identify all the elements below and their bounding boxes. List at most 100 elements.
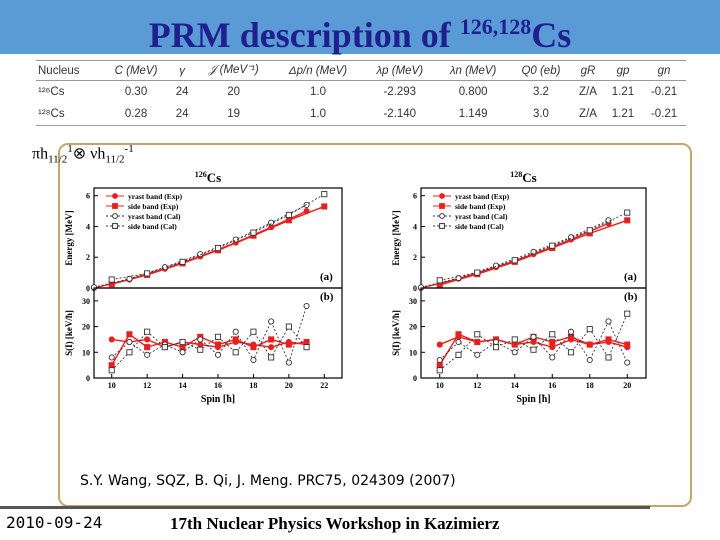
legend-entry: yrast band (Cal) bbox=[455, 212, 508, 221]
data-point bbox=[197, 251, 204, 258]
table-header-cell: C (MeV) bbox=[102, 60, 170, 81]
data-point bbox=[530, 338, 537, 346]
data-point bbox=[126, 349, 133, 356]
legend-entry: yrast band (Exp) bbox=[455, 192, 510, 201]
data-point bbox=[232, 349, 239, 356]
footer-event: 17th Nuclear Physics Workshop in Kazimie… bbox=[170, 514, 500, 533]
data-point bbox=[455, 351, 462, 358]
panel-label: (b) bbox=[624, 291, 638, 303]
data-point bbox=[605, 217, 612, 224]
data-point bbox=[197, 341, 204, 348]
configuration-label: πh11/21⊗ νh11/2-1 bbox=[32, 143, 134, 166]
x-tick-label: 18 bbox=[586, 381, 594, 390]
data-point bbox=[108, 276, 115, 283]
y-tick-label: 4 bbox=[86, 222, 90, 231]
data-point bbox=[474, 338, 481, 346]
x-tick-label: 14 bbox=[511, 381, 519, 390]
table-cell: 1.21 bbox=[611, 86, 635, 98]
table-header-cell: 𝒥 (MeV⁻¹) bbox=[194, 60, 273, 81]
table-cell: 3.0 bbox=[509, 103, 573, 126]
table-cell: -2.293 bbox=[383, 86, 417, 98]
data-point bbox=[321, 203, 328, 210]
table-cell: -0.21 bbox=[650, 86, 678, 98]
x-tick-label: 12 bbox=[473, 381, 481, 390]
legend-marker bbox=[112, 223, 118, 229]
legend-marker bbox=[439, 213, 445, 219]
data-point bbox=[179, 258, 186, 265]
table-cell: 0.30 bbox=[124, 86, 148, 98]
data-point bbox=[530, 346, 537, 353]
legend-marker bbox=[439, 193, 445, 199]
data-point bbox=[303, 302, 310, 310]
data-point bbox=[285, 217, 292, 224]
data-point bbox=[144, 270, 151, 277]
data-point bbox=[144, 328, 151, 335]
data-point bbox=[436, 341, 443, 348]
legend-marker bbox=[439, 203, 445, 209]
table-header-cell: γ bbox=[169, 60, 195, 81]
data-point bbox=[455, 338, 462, 346]
data-point bbox=[530, 248, 537, 255]
legend-entry: side band (Cal) bbox=[128, 222, 177, 231]
table-header-cell: gn bbox=[642, 60, 686, 81]
data-point bbox=[108, 354, 115, 361]
data-point bbox=[605, 354, 612, 361]
data-point bbox=[624, 217, 631, 224]
slide-title: PRM description of 126,128Cs bbox=[148, 14, 572, 55]
data-point bbox=[303, 344, 310, 351]
table-cell: -0.21 bbox=[642, 103, 686, 126]
legend-entry: side band (Exp) bbox=[128, 202, 179, 211]
data-point bbox=[586, 326, 593, 333]
data-point bbox=[321, 191, 328, 198]
y-axis-label: Energy [MeV] bbox=[64, 210, 74, 265]
series-line bbox=[439, 212, 628, 281]
series-line bbox=[111, 305, 308, 364]
data-point bbox=[605, 336, 612, 343]
table-row: ¹²⁶Cs 0.30 24 20 1.0 -2.293 0.800 3.2 Z/A 1.21 -0.… bbox=[36, 81, 686, 104]
data-point bbox=[586, 341, 593, 348]
x-tick-label: 10 bbox=[436, 381, 444, 390]
data-point bbox=[232, 336, 239, 343]
data-point bbox=[197, 346, 204, 353]
legend-marker bbox=[439, 223, 445, 229]
table-header-cell: gp bbox=[603, 60, 643, 81]
y-tick-label: 30 bbox=[82, 297, 90, 306]
data-point bbox=[474, 269, 481, 276]
data-point bbox=[268, 318, 275, 325]
table-cell: Z/A bbox=[579, 86, 597, 98]
data-point bbox=[179, 344, 186, 351]
y-tick-label: 4 bbox=[413, 222, 417, 231]
data-point bbox=[567, 349, 575, 356]
y-tick-label: 6 bbox=[86, 192, 90, 201]
data-point bbox=[144, 351, 151, 358]
data-point bbox=[436, 356, 443, 364]
y-tick-label: 6 bbox=[413, 192, 417, 201]
y-axis-label: S(I) [keV/ħ] bbox=[64, 310, 74, 356]
data-point bbox=[268, 344, 275, 351]
y-axis-label: S(I) [keV/ħ] bbox=[391, 310, 401, 356]
x-axis-label: Spin [ħ] bbox=[516, 394, 550, 405]
panel-label: (b) bbox=[320, 291, 334, 303]
table-cell: 20 bbox=[227, 86, 241, 98]
series-line bbox=[93, 210, 307, 289]
data-point bbox=[549, 338, 556, 346]
table-cell: 0.800 bbox=[458, 86, 488, 98]
data-point bbox=[492, 262, 500, 269]
data-point bbox=[586, 227, 593, 234]
table-cell: 19 bbox=[194, 103, 273, 126]
data-point bbox=[108, 367, 115, 374]
x-tick-label: 22 bbox=[320, 381, 328, 390]
data-point bbox=[492, 344, 500, 351]
x-tick-label: 18 bbox=[249, 381, 257, 390]
data-point bbox=[250, 356, 257, 364]
x-tick-label: 20 bbox=[285, 381, 293, 390]
table-header-cell: gR bbox=[572, 60, 604, 81]
y-tick-label: 30 bbox=[409, 297, 417, 306]
data-point bbox=[549, 354, 556, 361]
data-point bbox=[268, 336, 275, 343]
legend-marker bbox=[112, 193, 118, 199]
data-point bbox=[511, 349, 518, 356]
data-point bbox=[285, 211, 292, 218]
data-point bbox=[144, 344, 151, 351]
data-point bbox=[250, 229, 257, 236]
